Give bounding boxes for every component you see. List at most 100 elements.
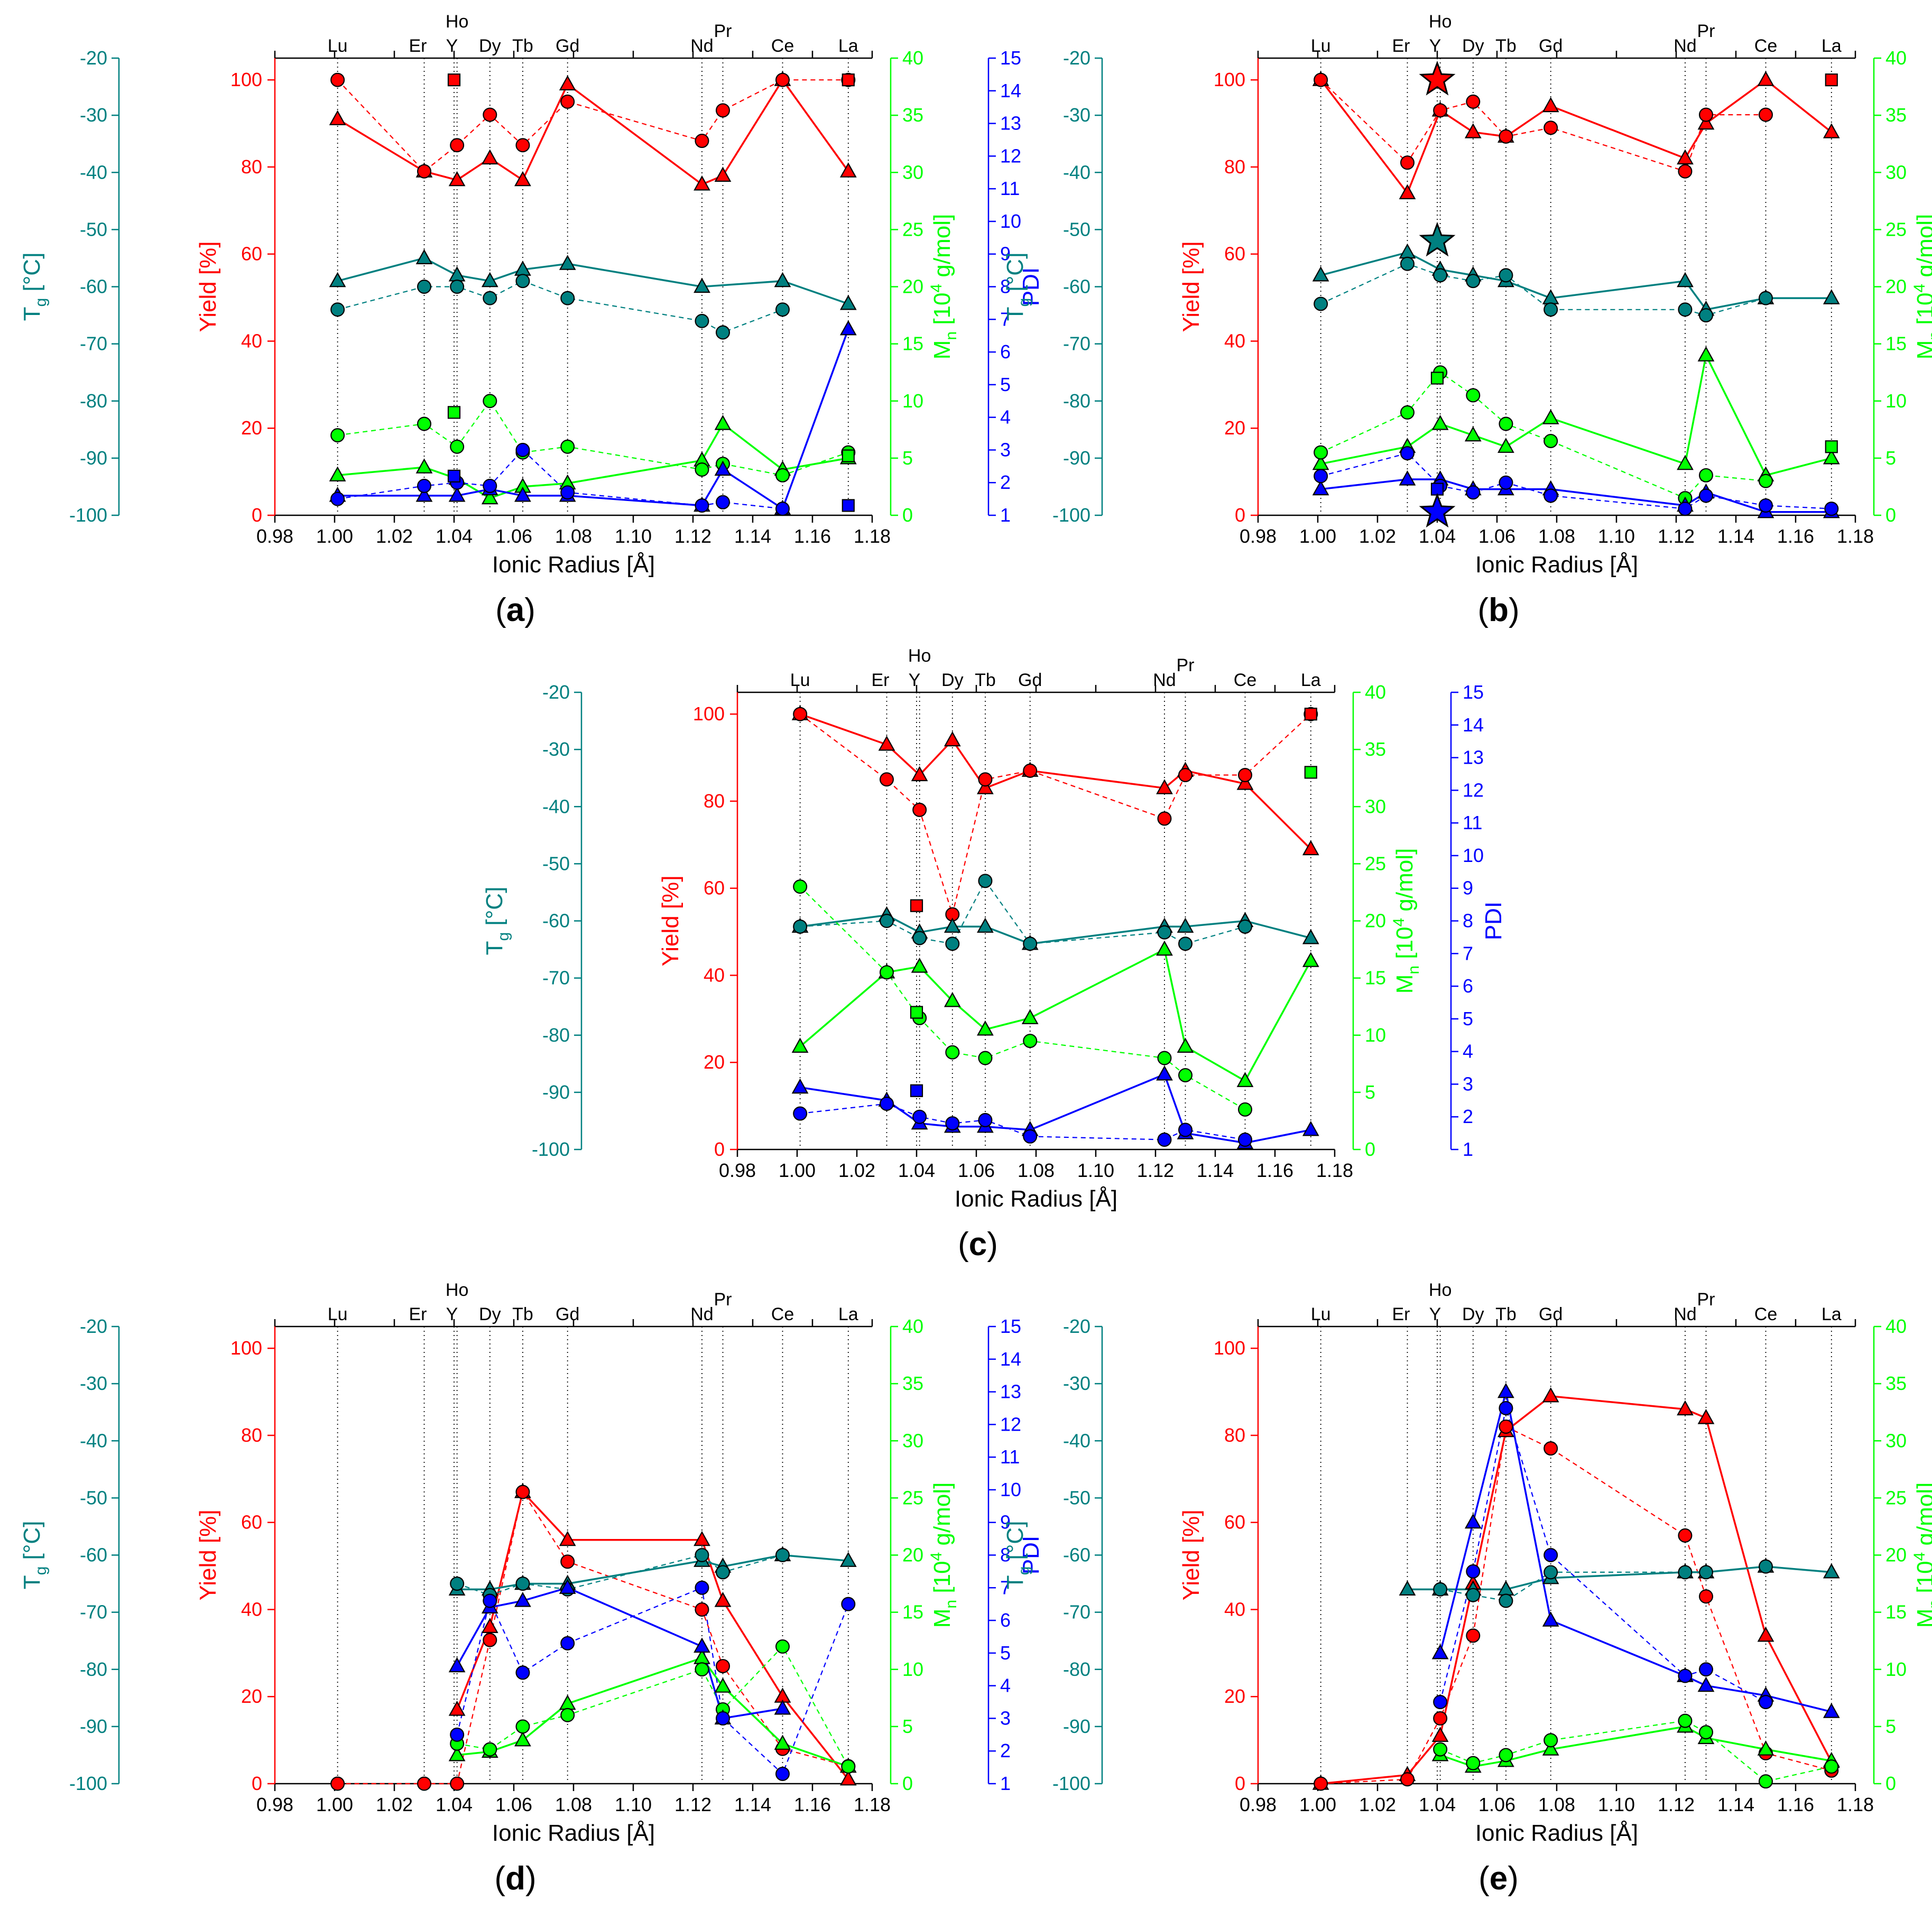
tg-axis-title-part: T	[19, 1575, 45, 1589]
data-point-yield-triangle	[714, 1592, 732, 1607]
data-point-yield-triangle	[1757, 1626, 1774, 1642]
data-point-tg-circle	[330, 302, 345, 317]
tg-tick-label: -80	[542, 1024, 570, 1046]
yield-tick-label: 80	[1224, 1424, 1245, 1446]
mn-tick-label: 35	[1365, 738, 1386, 760]
data-point-yield-square	[842, 73, 855, 87]
element-label-ce: Ce	[771, 1304, 794, 1324]
pdi-tick-label: 5	[1000, 1642, 1011, 1664]
data-point-yield-triangle	[1236, 775, 1254, 790]
tg-tick-label: -80	[80, 390, 107, 412]
x-tick-label: 1.18	[1837, 525, 1874, 547]
mn-axis-title-part: n	[942, 331, 960, 340]
data-point-mn-square	[842, 449, 855, 462]
data-point-tg-circle	[1157, 925, 1172, 940]
tg-tick-label: -30	[80, 104, 107, 126]
data-point-pdi-circle	[1759, 498, 1773, 513]
data-point-tg-circle	[1499, 268, 1513, 283]
pdi-tick-label: 15	[1000, 47, 1021, 69]
element-label-ce: Ce	[1754, 36, 1777, 56]
element-label-gd: Gd	[1539, 36, 1563, 56]
data-point-yield-circle	[1400, 1772, 1415, 1787]
data-point-tg-circle	[1759, 1559, 1773, 1574]
element-label-tb: Tb	[512, 36, 533, 56]
x-tick-label: 0.98	[1240, 525, 1277, 547]
data-point-pdi-triangle	[1497, 1383, 1514, 1398]
series-line-pdi-solid	[800, 1073, 1311, 1144]
data-point-yield-triangle	[694, 1531, 710, 1546]
yield-tick-label: 60	[704, 877, 725, 899]
tg-axis-title-part: g	[32, 1566, 50, 1575]
mn-axis-title-part: 4	[928, 1552, 945, 1561]
data-point-mn-triangle	[911, 958, 928, 973]
data-point-tg-circle	[1433, 1582, 1448, 1597]
x-tick-label: 1.00	[316, 1794, 353, 1815]
data-point-yield-triangle	[481, 1618, 498, 1633]
mn-tick-label: 5	[1365, 1081, 1375, 1103]
panel-label-close: )	[1508, 1860, 1519, 1897]
data-point-pdi-triangle	[1823, 1703, 1840, 1718]
data-point-tg-circle	[1678, 302, 1693, 317]
pdi-tick-label: 15	[1463, 681, 1484, 703]
data-point-mn-triangle	[1697, 346, 1715, 361]
x-tick-label: 1.06	[495, 525, 532, 547]
data-point-pdi-square	[842, 499, 855, 512]
mn-tick-label: 20	[1885, 1544, 1907, 1566]
mn-axis-title-part: n	[1926, 331, 1932, 340]
element-label-ho: Ho	[446, 12, 468, 32]
series-line-tg-dashed	[1320, 263, 1766, 316]
data-point-yield-triangle	[559, 1531, 576, 1546]
data-point-yield-triangle	[1399, 184, 1416, 199]
data-point-pdi-square	[910, 1084, 923, 1097]
element-label-tb: Tb	[1495, 1304, 1517, 1324]
data-point-yield-triangle	[481, 149, 498, 165]
tg-tick-label: -50	[1063, 1487, 1090, 1508]
tg-axis-title-part: [°C]	[1002, 253, 1028, 298]
pdi-tick-label: 14	[1000, 80, 1021, 101]
data-point-pdi-circle	[515, 1665, 530, 1680]
data-point-mn-triangle	[448, 1746, 466, 1761]
data-point-mn-circle	[1433, 1742, 1448, 1757]
data-point-mn-triangle	[514, 1731, 531, 1747]
x-tick-label: 1.04	[436, 525, 473, 547]
data-point-mn-triangle	[1497, 438, 1514, 453]
element-label-ho: Ho	[1429, 12, 1452, 32]
mn-axis-title-part: M	[929, 1609, 955, 1628]
data-point-mn-circle	[978, 1051, 993, 1065]
mn-tick-label: 15	[1365, 967, 1386, 989]
mn-tick-label: 35	[902, 104, 923, 126]
pdi-axis-title: PDI	[1018, 1536, 1044, 1574]
pdi-tick-label: 4	[1000, 406, 1011, 428]
data-point-tg-triangle	[1312, 266, 1329, 282]
data-point-pdi-triangle	[839, 320, 857, 336]
data-point-pdi-circle	[483, 478, 497, 493]
series-line-pdi-dashed	[800, 1103, 1245, 1140]
data-point-yield-circle	[1433, 103, 1448, 118]
yield-tick-label: 100	[1214, 1337, 1245, 1359]
data-point-pdi-circle	[1499, 1401, 1513, 1415]
x-tick-label: 1.12	[674, 1794, 711, 1815]
tg-axis-title-part: T	[19, 307, 45, 321]
data-point-mn-square	[447, 406, 461, 419]
data-point-tg-triangle	[448, 266, 466, 282]
data-point-mn-triangle	[1236, 1072, 1254, 1087]
data-point-tg-circle	[1499, 1593, 1513, 1608]
data-point-yield-circle	[330, 72, 345, 87]
panel-label-letter: b	[1489, 592, 1509, 628]
tg-tick-label: -50	[542, 852, 570, 874]
data-point-yield-circle	[1178, 768, 1193, 783]
series-line-mn-dashed	[1440, 1720, 1832, 1782]
data-point-tg-circle	[515, 274, 530, 289]
data-point-tg-triangle	[944, 917, 961, 933]
tg-tick-label: -60	[80, 1544, 107, 1566]
yield-tick-label: 40	[704, 964, 725, 986]
tg-tick-label: -40	[80, 161, 107, 183]
tg-axis-title-part: g	[1015, 298, 1033, 307]
data-point-pdi-circle	[330, 491, 345, 506]
mn-tick-label: 10	[902, 390, 923, 412]
mn-tick-label: 15	[902, 1601, 923, 1623]
data-point-yield-triangle	[714, 166, 732, 182]
